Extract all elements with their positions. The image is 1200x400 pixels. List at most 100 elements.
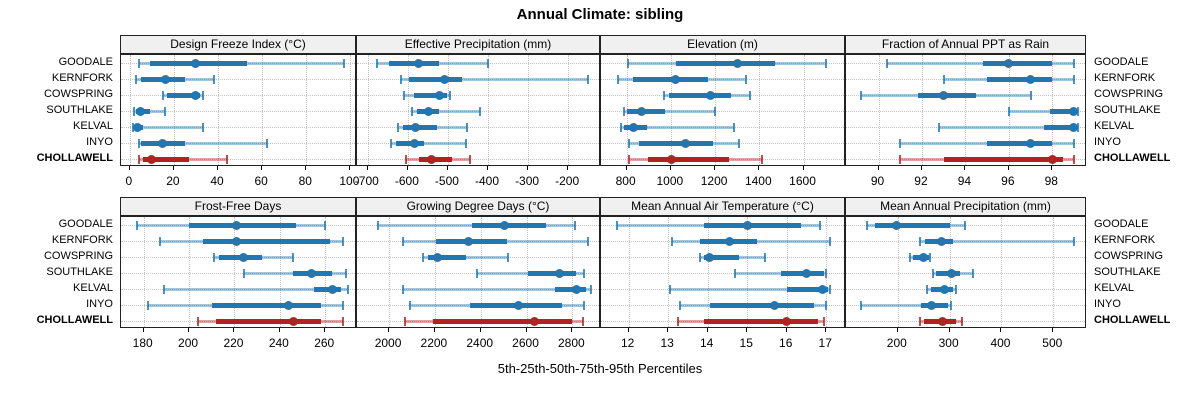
percentile-whisker <box>670 287 831 291</box>
iqr-band <box>432 318 573 324</box>
whisker-cap-high <box>961 316 964 326</box>
site-label-right: COWSPRING <box>1094 250 1164 262</box>
iqr-band <box>647 156 730 162</box>
axis-tick-label: 1200 <box>700 174 728 188</box>
v-gridline <box>759 55 761 165</box>
axis-tick-label: 0 <box>125 174 133 188</box>
median-dot <box>160 74 170 84</box>
axis-tick <box>261 166 263 170</box>
whisker-cap-high <box>714 106 717 116</box>
iqr-band <box>388 60 439 66</box>
whisker-cap-low <box>390 138 393 148</box>
v-gridline <box>1053 217 1055 327</box>
whisker-cap-high <box>971 268 974 278</box>
median-dot <box>782 316 792 326</box>
whisker-cap-low <box>158 236 161 246</box>
whisker-cap-high <box>738 138 741 148</box>
iqr-band <box>1050 108 1077 114</box>
whisker-cap-high <box>201 90 204 100</box>
panel-strip: Frost-Free Days <box>120 197 356 216</box>
iqr-band <box>395 140 424 146</box>
whisker-cap-low <box>401 236 404 246</box>
iqr-band <box>786 286 829 292</box>
v-gridline <box>480 217 482 327</box>
median-dot <box>927 300 937 310</box>
site-label-left: COWSPRING <box>43 88 113 100</box>
axis-tick <box>172 166 174 170</box>
axis-tick-label: 60 <box>254 174 268 188</box>
median-dot <box>1069 122 1079 132</box>
percentile-whisker <box>134 109 166 113</box>
axis-tick-label: 400 <box>990 336 1011 350</box>
whisker-cap-low <box>669 284 672 294</box>
whisker-cap-high <box>587 74 590 84</box>
whisker-cap-high <box>829 236 832 246</box>
iqr-band <box>409 76 463 82</box>
v-gridline <box>528 55 530 165</box>
axis-tick <box>746 328 748 332</box>
whisker-cap-high <box>507 252 510 262</box>
axis-tick-label: 94 <box>957 174 972 188</box>
whisker-cap-high <box>955 284 958 294</box>
axis-tick-label: 100 <box>339 174 360 188</box>
h-gridline <box>601 79 844 80</box>
h-gridline <box>121 95 355 96</box>
median-dot <box>423 106 433 116</box>
v-gridline <box>1001 217 1003 327</box>
axis-tick <box>1000 328 1002 332</box>
iqr-band <box>709 302 815 308</box>
axis-tick <box>667 328 669 332</box>
median-dot <box>284 300 294 310</box>
panel-strip: Elevation (m) <box>600 35 845 54</box>
median-dot <box>891 220 901 230</box>
median-dot <box>427 154 437 164</box>
h-gridline <box>121 143 355 144</box>
panel-body <box>120 216 356 328</box>
site-label-right: CHOLLAWELL <box>1094 314 1171 326</box>
axis-tick <box>366 166 368 170</box>
median-dot <box>1004 58 1014 68</box>
v-gridline <box>306 55 308 165</box>
percentile-whisker <box>920 239 1075 243</box>
axis-tick-label: 300 <box>938 336 959 350</box>
v-gridline <box>367 55 369 165</box>
whisker-cap-high <box>1072 74 1075 84</box>
whisker-cap-high <box>581 316 584 326</box>
axis-tick <box>785 328 787 332</box>
percentile-whisker <box>1008 109 1079 113</box>
whisker-cap-high <box>929 252 932 262</box>
axis-tick-label: 500 <box>1042 336 1063 350</box>
axis-tick <box>527 166 529 170</box>
panel-body <box>356 216 600 328</box>
axis-tick <box>706 328 708 332</box>
median-dot <box>327 284 337 294</box>
whisker-cap-low <box>404 154 407 164</box>
whisker-cap-low <box>734 268 737 278</box>
iqr-band <box>703 254 740 260</box>
iqr-band <box>211 302 321 308</box>
iqr-band <box>216 318 321 324</box>
whisker-cap-high <box>201 122 204 132</box>
median-dot <box>667 154 677 164</box>
iqr-band <box>874 222 950 228</box>
iqr-band <box>668 92 731 98</box>
whisker-cap-high <box>265 138 268 148</box>
axis-tick-label: 800 <box>615 174 636 188</box>
axis-tick <box>571 328 573 332</box>
median-dot <box>938 316 948 326</box>
median-dot <box>801 268 811 278</box>
percentile-whisker <box>164 287 348 291</box>
v-gridline <box>488 55 489 165</box>
site-label-right: KELVAL <box>1094 282 1134 294</box>
site-label-right: COWSPRING <box>1094 88 1164 100</box>
median-dot <box>191 58 201 68</box>
axis-tick-label: 80 <box>298 174 312 188</box>
h-gridline <box>846 257 1085 258</box>
whisker-cap-high <box>582 268 585 278</box>
whisker-cap-low <box>375 58 378 68</box>
whisker-cap-high <box>468 154 471 164</box>
site-label-right: GOODALE <box>1094 56 1149 68</box>
whisker-cap-low <box>926 284 929 294</box>
median-dot <box>636 106 646 116</box>
median-dot <box>572 284 582 294</box>
